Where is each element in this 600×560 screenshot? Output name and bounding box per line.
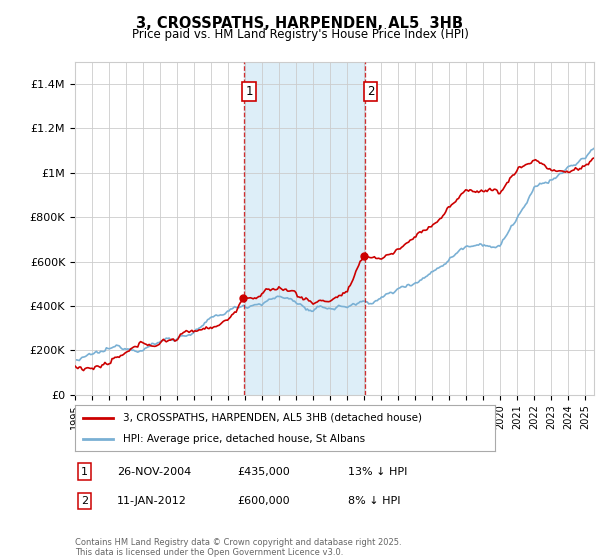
Text: Price paid vs. HM Land Registry's House Price Index (HPI): Price paid vs. HM Land Registry's House … — [131, 28, 469, 41]
Text: 13% ↓ HPI: 13% ↓ HPI — [348, 466, 407, 477]
Text: 8% ↓ HPI: 8% ↓ HPI — [348, 496, 401, 506]
Text: Contains HM Land Registry data © Crown copyright and database right 2025.
This d: Contains HM Land Registry data © Crown c… — [75, 538, 401, 557]
Text: 1: 1 — [245, 85, 253, 98]
Text: 11-JAN-2012: 11-JAN-2012 — [117, 496, 187, 506]
Text: 3, CROSSPATHS, HARPENDEN, AL5 3HB (detached house): 3, CROSSPATHS, HARPENDEN, AL5 3HB (detac… — [124, 413, 422, 423]
Text: 2: 2 — [81, 496, 88, 506]
Text: HPI: Average price, detached house, St Albans: HPI: Average price, detached house, St A… — [124, 435, 365, 444]
Text: 2: 2 — [367, 85, 374, 98]
Text: £600,000: £600,000 — [237, 496, 290, 506]
Text: £435,000: £435,000 — [237, 466, 290, 477]
Bar — [244, 62, 365, 395]
Text: 3, CROSSPATHS, HARPENDEN, AL5  3HB: 3, CROSSPATHS, HARPENDEN, AL5 3HB — [137, 16, 464, 31]
Text: 26-NOV-2004: 26-NOV-2004 — [117, 466, 191, 477]
Text: 1: 1 — [81, 466, 88, 477]
